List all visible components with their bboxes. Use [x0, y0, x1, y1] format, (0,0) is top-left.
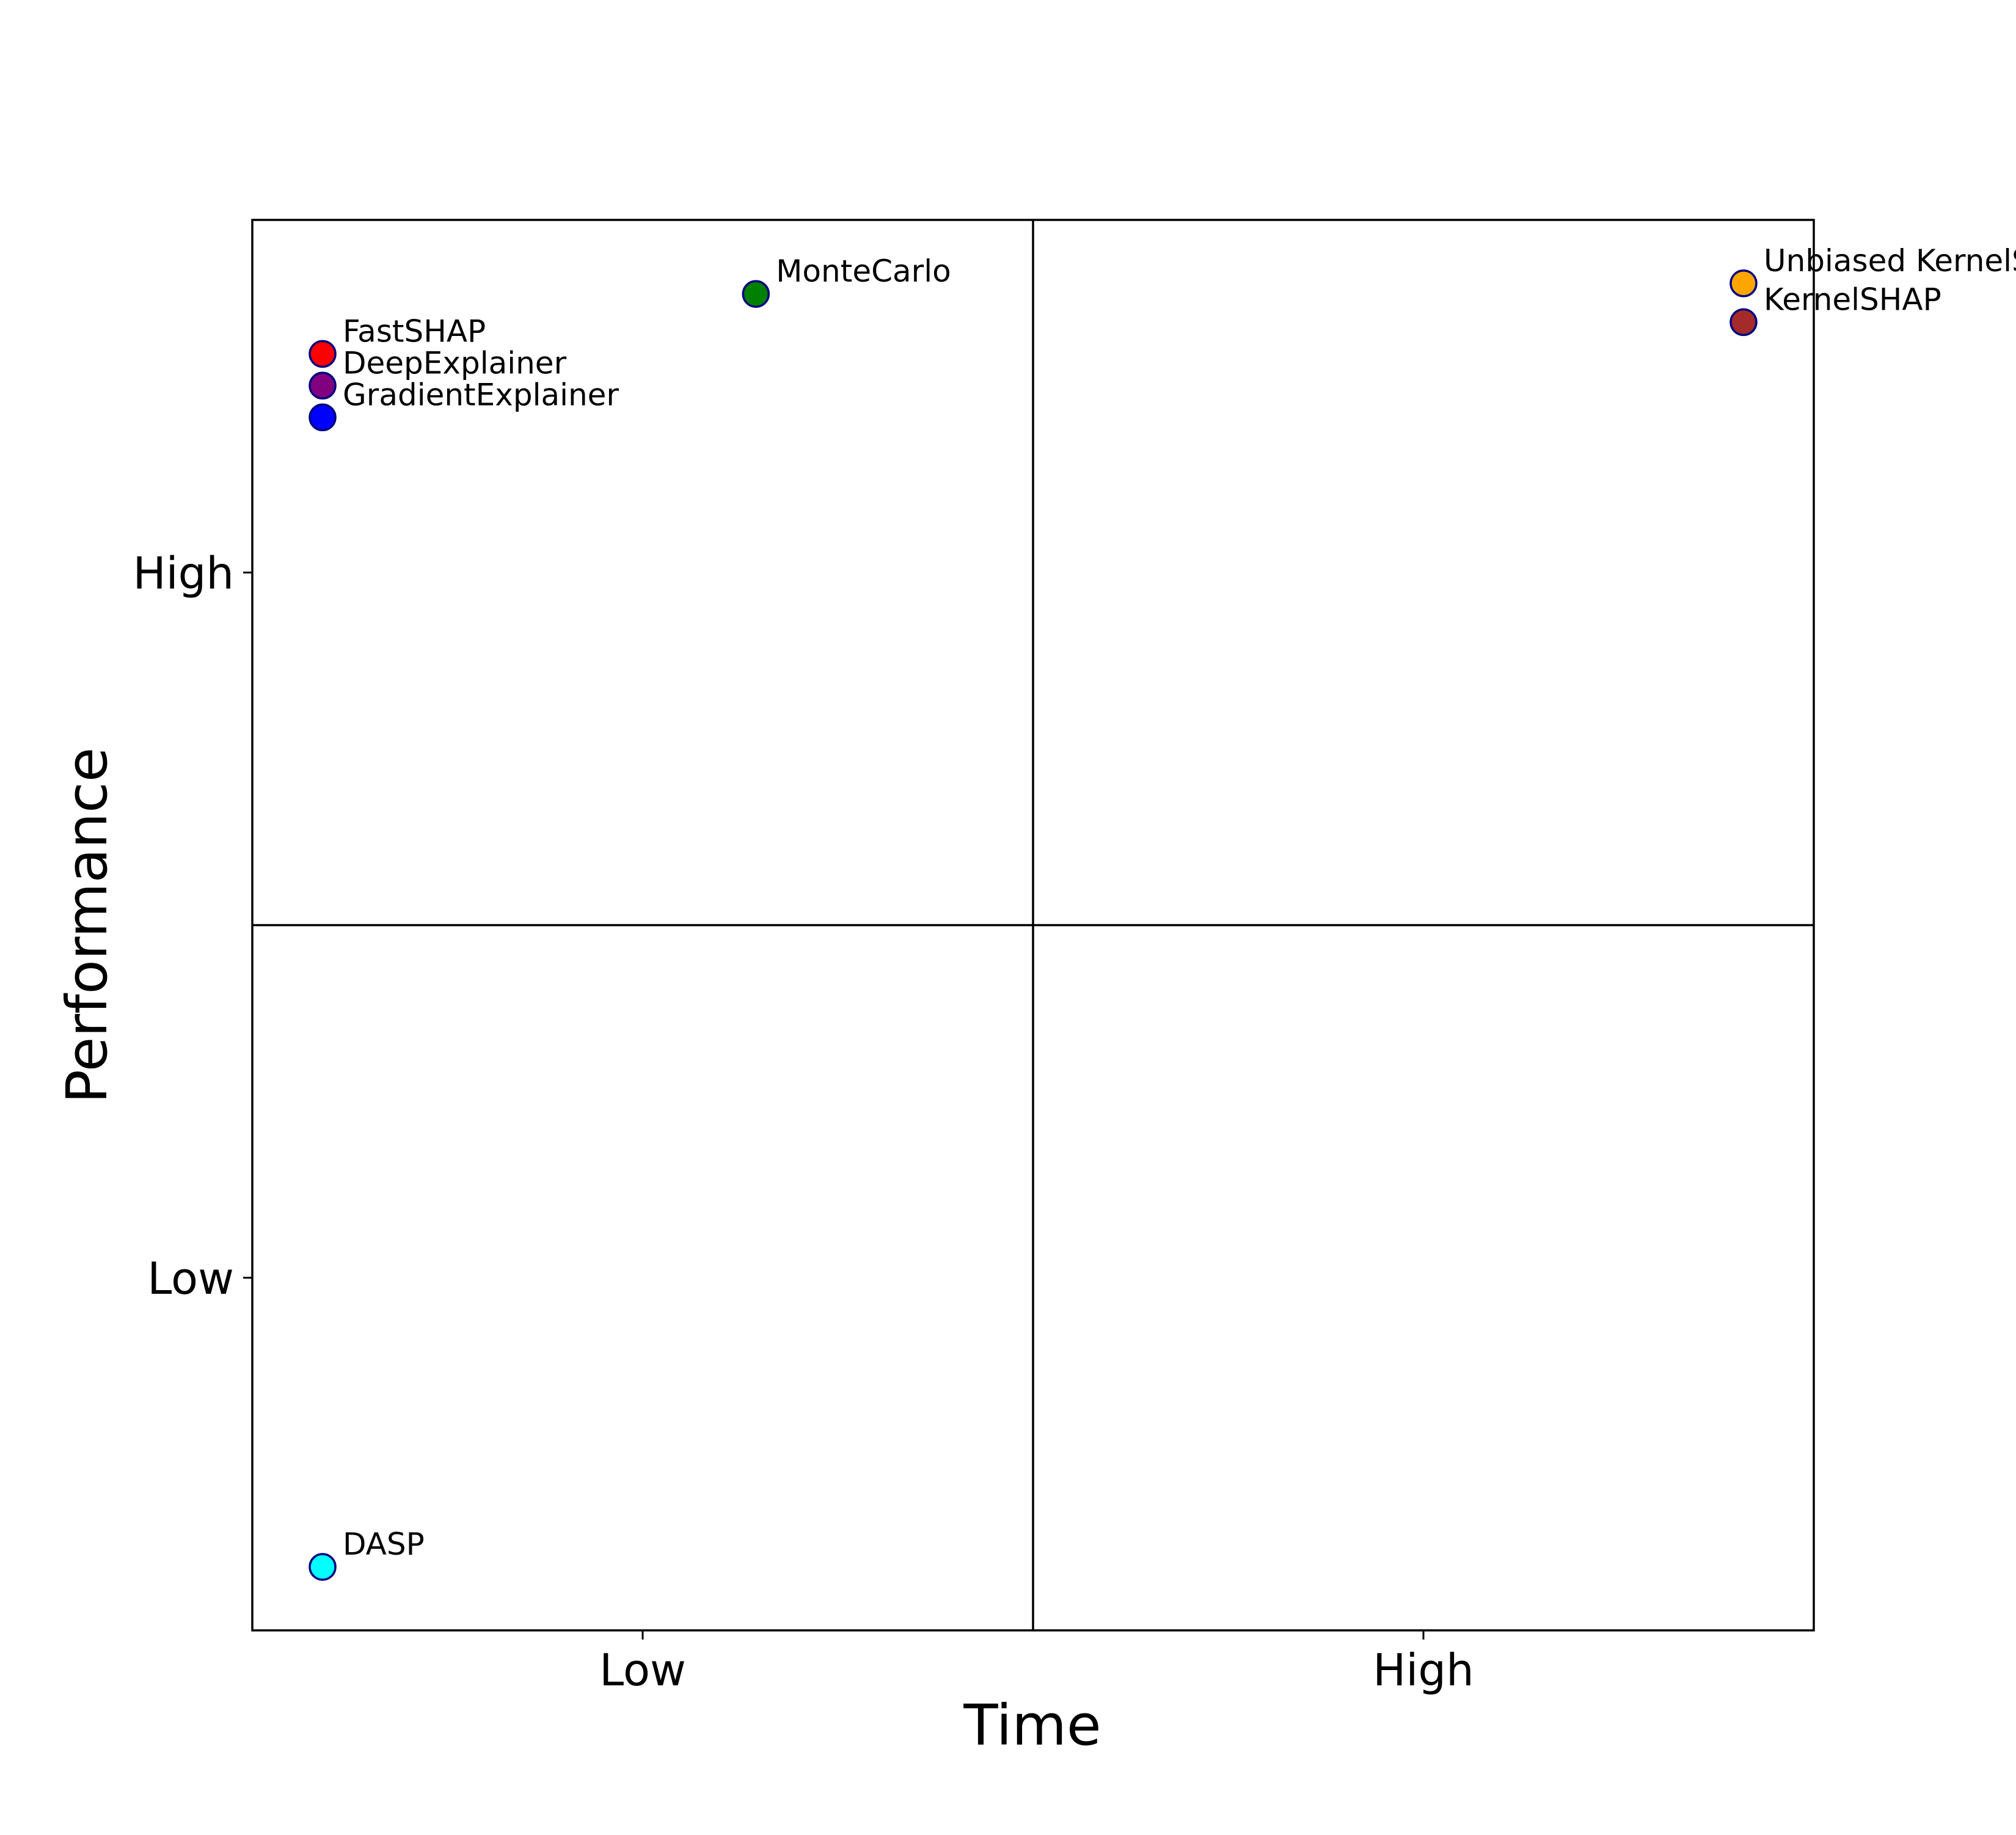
x-tick-label: High	[1373, 1644, 1474, 1696]
quadrant-dividers	[252, 220, 1814, 1630]
data-point	[309, 403, 337, 432]
point-label: KernelSHAP	[1764, 282, 1941, 317]
plot-border	[251, 219, 1815, 1632]
data-point	[1729, 308, 1758, 337]
data-point	[1729, 269, 1758, 297]
y-tick-label: High	[133, 547, 234, 599]
data-point	[742, 280, 770, 308]
point-label: DASP	[343, 1527, 425, 1562]
point-label: Unbiased KernelSHAP	[1764, 243, 2016, 279]
data-point	[309, 340, 337, 368]
x-tick-label: Low	[599, 1644, 686, 1696]
data-point	[309, 371, 337, 400]
plot-frame	[251, 219, 1815, 1632]
y-axis-label: Performance	[54, 748, 120, 1104]
point-label: FastSHAP	[343, 313, 486, 349]
x-axis-label: Time	[963, 1693, 1101, 1758]
point-label: MonteCarlo	[776, 254, 951, 289]
point-label: DeepExplainer	[343, 345, 567, 381]
point-label: GradientExplainer	[343, 377, 619, 412]
data-point	[309, 1553, 337, 1581]
axis-ticks: Low High Low High	[133, 547, 1474, 1696]
y-tick-label: Low	[147, 1253, 234, 1304]
